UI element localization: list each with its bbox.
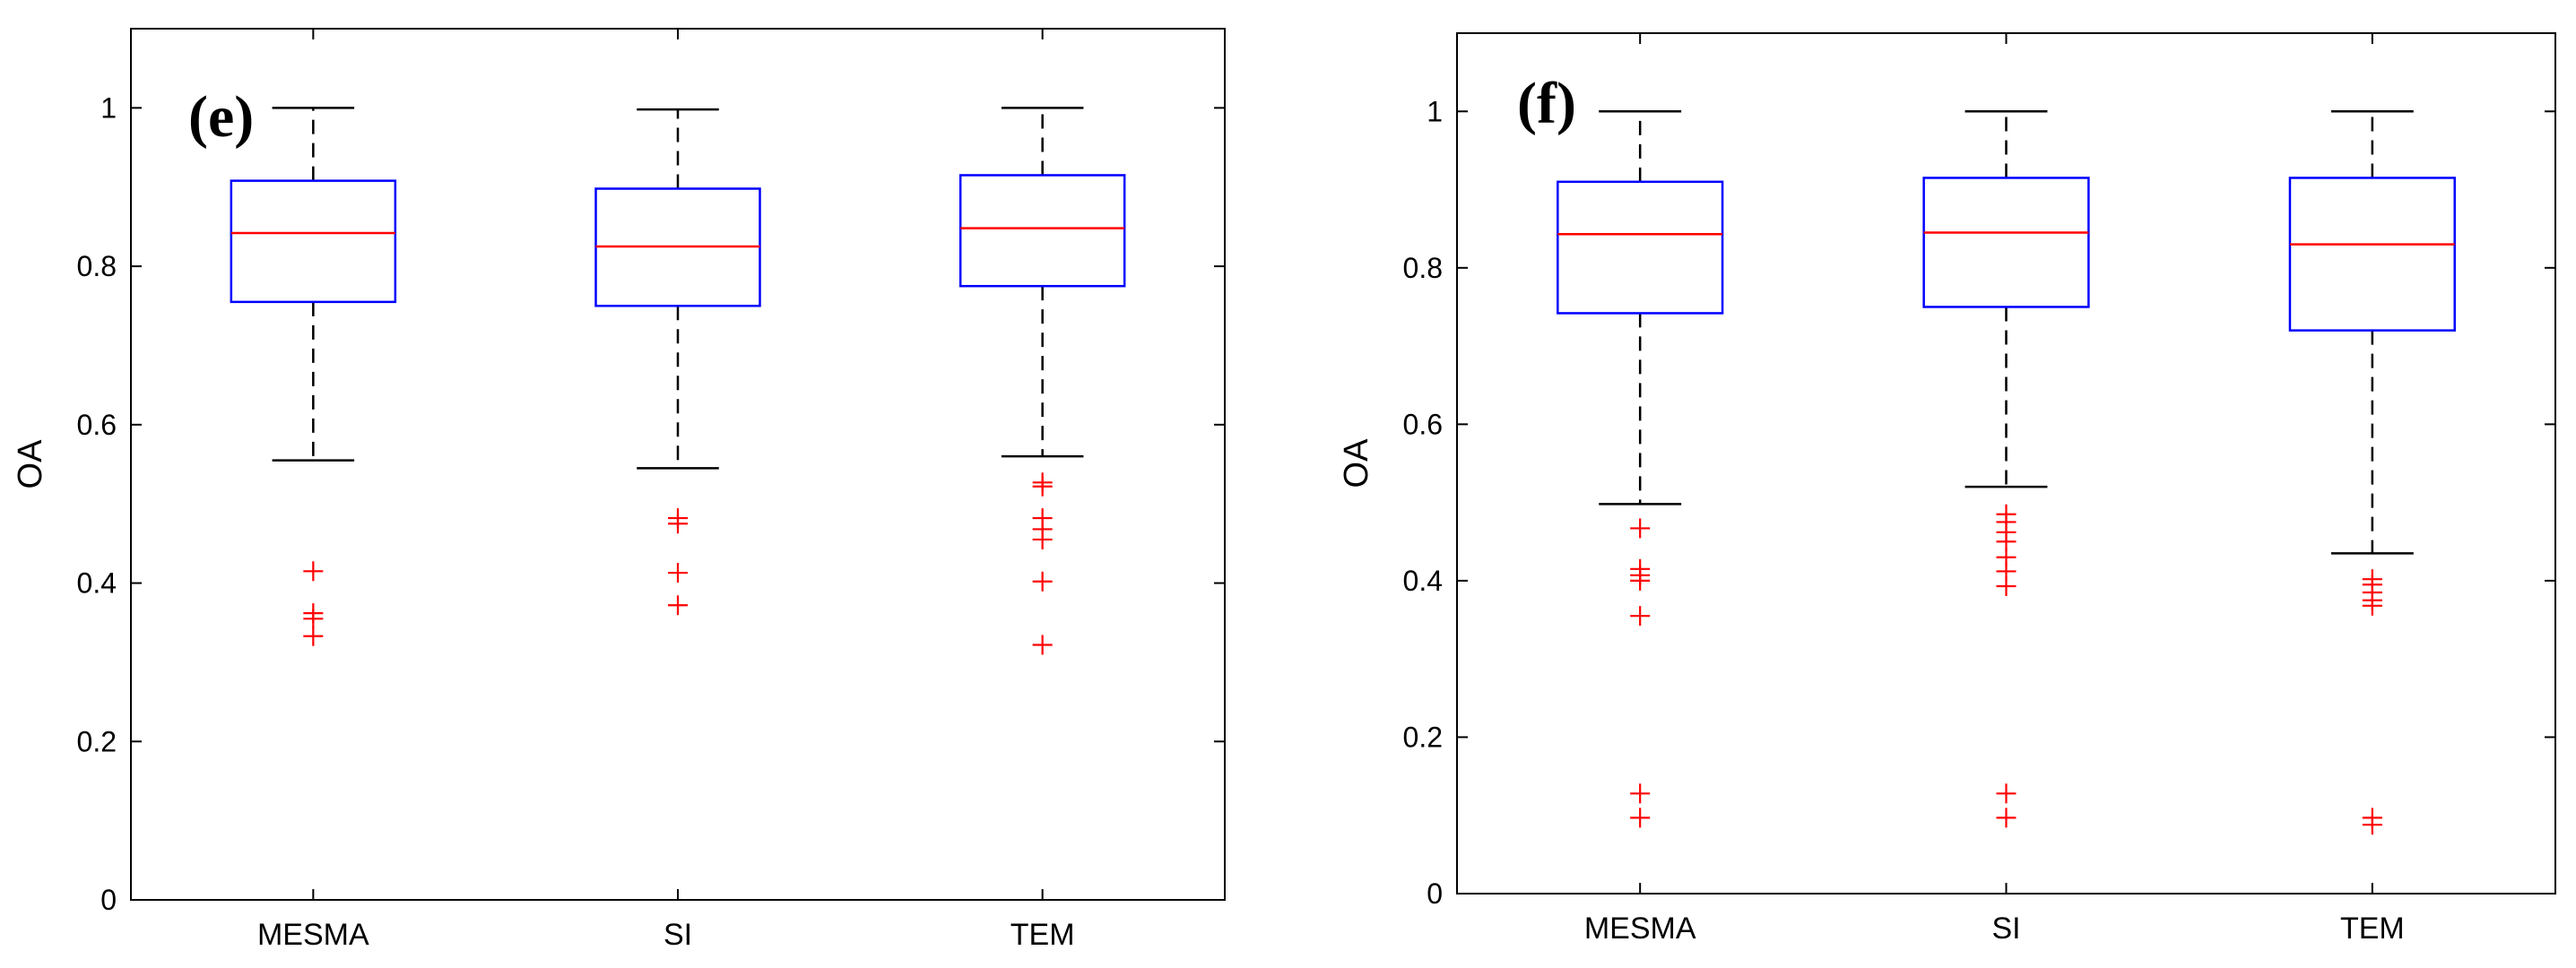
- y-tick-label: 0: [1427, 877, 1443, 910]
- x-category-label: MESMA: [257, 918, 369, 952]
- iqr-box: [1922, 177, 2090, 308]
- panel-label: (f): [1517, 71, 1576, 136]
- y-tick-label: 0.2: [77, 725, 117, 757]
- outlier-marker: [1032, 476, 1053, 497]
- y-tick-label: 0.8: [77, 250, 117, 282]
- box-mesma: MESMA: [1557, 33, 1724, 946]
- outlier-marker: [1996, 783, 2017, 804]
- y-tick-label: 0.8: [1403, 252, 1443, 284]
- outlier-marker: [303, 561, 324, 582]
- outlier-marker: [668, 514, 688, 534]
- outlier-marker: [668, 595, 688, 616]
- axes-frame: [1456, 32, 2556, 895]
- x-category-label: TEM: [1010, 918, 1075, 952]
- outlier-marker: [1630, 783, 1651, 804]
- y-tick-label: 0.2: [1403, 721, 1443, 753]
- y-tick-label: 0.4: [1403, 565, 1443, 597]
- x-category-label: SI: [664, 918, 692, 952]
- box-mesma: MESMA: [230, 29, 397, 952]
- y-tick-label: 1: [100, 91, 117, 124]
- iqr-box: [1557, 180, 1724, 315]
- outlier-marker: [1032, 529, 1053, 549]
- y-tick-label: 0: [100, 884, 117, 916]
- outlier-marker: [668, 563, 688, 583]
- box-tem: TEM: [2288, 33, 2456, 946]
- box-tem: TEM: [958, 29, 1126, 952]
- outlier-marker: [1032, 635, 1053, 655]
- y-tick-label: 0.6: [1403, 408, 1443, 440]
- y-axis-label: OA: [12, 439, 49, 489]
- outlier-marker: [303, 609, 324, 629]
- outlier-marker: [1630, 606, 1651, 627]
- outlier-marker: [1630, 518, 1651, 539]
- outlier-marker: [1996, 576, 2017, 597]
- y-tick-label: 1: [1427, 95, 1443, 127]
- y-axis-label: OA: [1338, 438, 1375, 488]
- box-si: SI: [594, 29, 761, 952]
- outlier-marker: [1032, 571, 1053, 592]
- x-category-label: SI: [1991, 912, 2020, 946]
- box-si: SI: [1922, 33, 2090, 946]
- outlier-marker: [1630, 570, 1651, 591]
- outlier-marker: [2362, 595, 2382, 616]
- iqr-box: [958, 174, 1126, 288]
- panel-label: (e): [188, 84, 254, 150]
- panel-e: 0 0.2 0.4 0.6 0.8 1 OA MESMA SI TEM (e): [12, 28, 1226, 952]
- iqr-box: [2288, 177, 2456, 332]
- iqr-box: [230, 179, 397, 304]
- outlier-marker: [303, 626, 324, 646]
- x-category-label: TEM: [2340, 912, 2405, 946]
- outlier-marker: [1996, 808, 2017, 828]
- y-tick-label: 0.6: [77, 409, 117, 441]
- y-tick-label: 0.4: [77, 567, 117, 600]
- x-category-label: MESMA: [1584, 912, 1696, 946]
- outlier-marker: [1630, 808, 1651, 828]
- outlier-marker: [2362, 815, 2382, 835]
- panel-f: 0 0.2 0.4 0.6 0.8 1 OA MESMA SI TEM (f): [1338, 32, 2556, 946]
